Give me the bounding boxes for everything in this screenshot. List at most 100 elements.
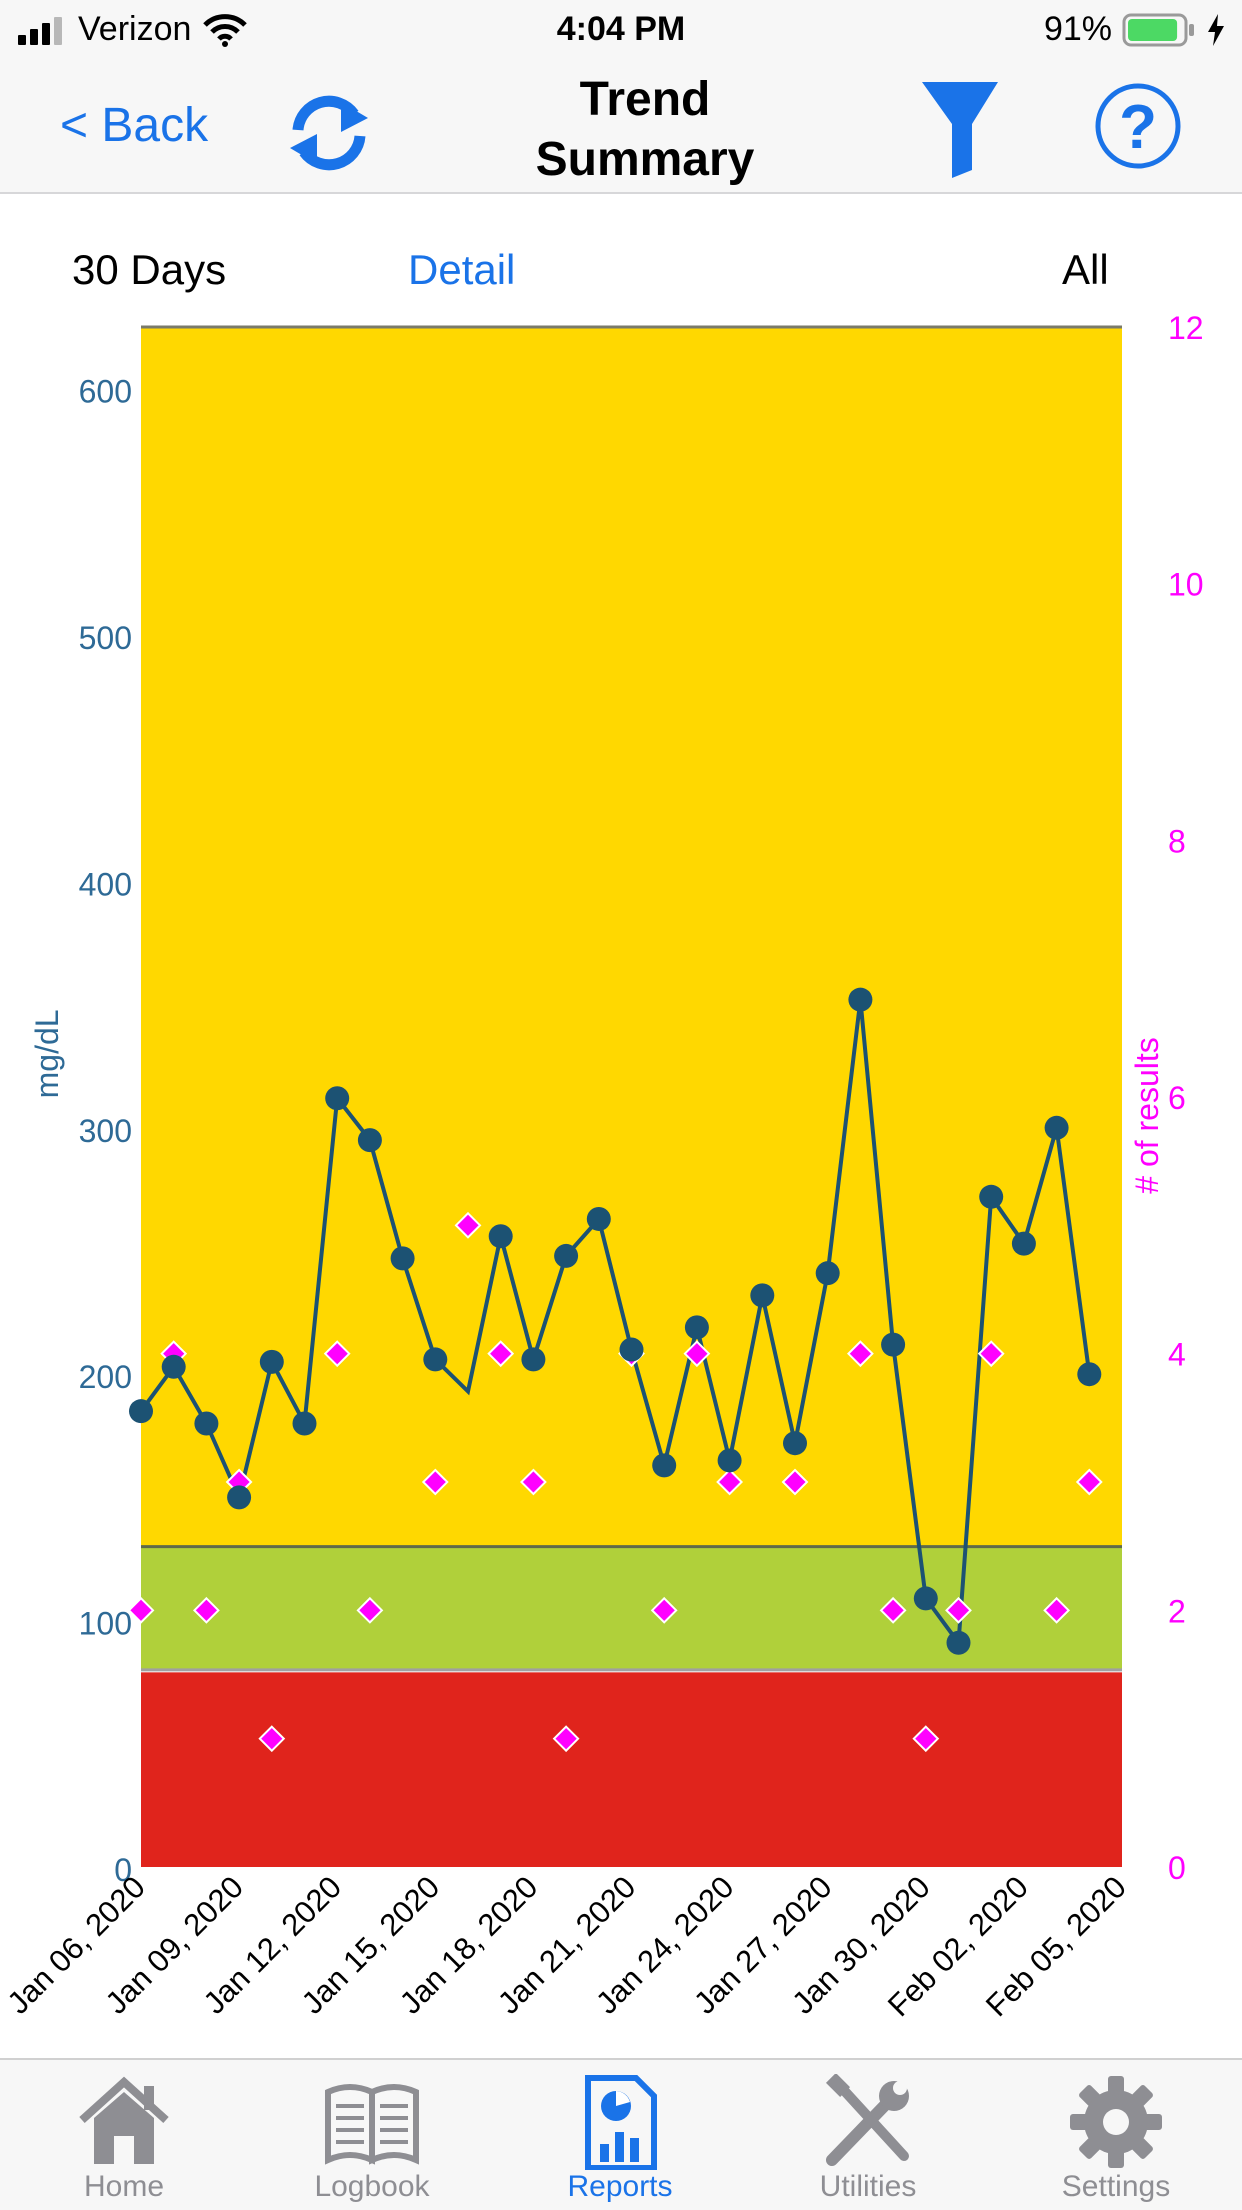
- right-tick-label: 0: [1168, 1850, 1186, 1886]
- tab-utilities-label: Utilities: [819, 2170, 917, 2203]
- glucose-point: [783, 1431, 807, 1456]
- glucose-point: [357, 1128, 382, 1153]
- count-point: [945, 1596, 972, 1624]
- glucose-point: [619, 1337, 644, 1362]
- glucose-point: [1077, 1362, 1102, 1387]
- glucose-point: [684, 1315, 709, 1340]
- settings-icon: [1070, 2076, 1162, 2168]
- count-point: [519, 1468, 547, 1496]
- tab-settings[interactable]: Settings: [1016, 2060, 1216, 2210]
- page-title-line2: Summary: [535, 133, 755, 186]
- home-icon: [79, 2076, 169, 2164]
- carrier-name: Verizon: [78, 10, 192, 48]
- status-left: Verizon: [18, 10, 248, 49]
- glucose-point: [913, 1586, 938, 1611]
- signal-icon: [18, 16, 62, 45]
- glucose-point: [227, 1485, 252, 1510]
- count-point: [683, 1340, 711, 1368]
- logbook-icon: [325, 2084, 419, 2165]
- glucose-point: [717, 1448, 742, 1473]
- glucose-point: [554, 1243, 579, 1268]
- detail-link[interactable]: Detail: [408, 246, 516, 293]
- count-point: [552, 1725, 580, 1753]
- tab-bar: Home Logbook Reports Utilities: [0, 2058, 1242, 2210]
- glucose-point: [652, 1453, 677, 1478]
- utilities-icon: [825, 2074, 909, 2166]
- glucose-point: [129, 1399, 153, 1424]
- tab-home-label: Home: [83, 2170, 165, 2203]
- glucose-point: [259, 1349, 284, 1374]
- filter-icon[interactable]: [920, 80, 1000, 180]
- right-axis-title: # of results: [1129, 1037, 1165, 1194]
- back-button[interactable]: < Back: [60, 99, 209, 152]
- period-selector[interactable]: 30 Days: [72, 246, 227, 293]
- glucose-point: [488, 1224, 513, 1249]
- count-point: [1043, 1596, 1071, 1624]
- navigation-bar: < Back Trend Summary ?: [0, 64, 1242, 194]
- tab-utilities[interactable]: Utilities: [768, 2060, 968, 2210]
- tab-reports-label: Reports: [567, 2170, 673, 2203]
- count-point: [650, 1596, 678, 1624]
- glucose-point: [946, 1630, 971, 1655]
- count-point: [192, 1596, 220, 1624]
- tab-home[interactable]: Home: [24, 2060, 224, 2210]
- glucose-point: [390, 1246, 415, 1271]
- trend-chart: 0 100 200 300 400 500 600 0 2 4 6 8 10 12 mg/dL # of re…: [0, 310, 1204, 2023]
- count-point: [912, 1725, 940, 1753]
- glucose-point: [161, 1354, 186, 1379]
- left-axis-title: mg/dL: [29, 1009, 65, 1098]
- left-tick-label: 400: [79, 866, 132, 902]
- wifi-icon: [203, 13, 248, 47]
- tab-reports[interactable]: Reports: [520, 2060, 720, 2210]
- count-point: [846, 1340, 874, 1368]
- glucose-point: [815, 1261, 840, 1286]
- right-tick-label: 8: [1168, 823, 1186, 859]
- count-point: [781, 1468, 809, 1496]
- left-tick-label: 500: [79, 620, 132, 656]
- count-point: [323, 1340, 351, 1368]
- glucose-point: [292, 1411, 317, 1436]
- left-tick-label: 600: [79, 374, 132, 410]
- page-title: Trend Summary: [430, 70, 860, 190]
- band-low: [141, 1672, 1122, 1867]
- glucose-point: [1011, 1231, 1036, 1256]
- right-tick-label: 10: [1168, 567, 1204, 603]
- count-point: [977, 1340, 1005, 1368]
- glucose-point: [423, 1347, 448, 1372]
- tab-settings-label: Settings: [1061, 2170, 1171, 2203]
- right-tick-label: 2: [1168, 1593, 1186, 1629]
- charging-icon: [1208, 13, 1224, 46]
- tab-logbook-label: Logbook: [314, 2170, 430, 2203]
- left-tick-label: 0: [114, 1852, 132, 1888]
- left-tick-label: 100: [79, 1606, 132, 1642]
- reports-icon: [585, 2075, 657, 2170]
- glucose-point: [750, 1283, 775, 1308]
- glucose-point: [586, 1206, 611, 1231]
- refresh-icon[interactable]: [284, 88, 374, 178]
- glucose-point: [325, 1086, 350, 1111]
- status-bar: Verizon 4:04 PM 91%: [0, 0, 1242, 64]
- help-icon[interactable]: ?: [1094, 82, 1182, 170]
- right-tick-label: 12: [1168, 310, 1204, 346]
- battery-icon: [1122, 13, 1194, 46]
- glucose-point: [848, 987, 873, 1012]
- glucose-point: [979, 1184, 1004, 1209]
- tab-logbook[interactable]: Logbook: [272, 2060, 472, 2210]
- count-point: [258, 1725, 286, 1753]
- scope-selector[interactable]: All: [1062, 246, 1109, 293]
- count-point: [356, 1596, 384, 1624]
- count-point: [716, 1468, 744, 1496]
- glucose-point: [1044, 1115, 1069, 1140]
- glucose-point: [194, 1411, 219, 1436]
- count-point: [454, 1211, 482, 1239]
- count-point: [879, 1596, 907, 1624]
- glucose-point: [521, 1347, 546, 1372]
- count-point: [487, 1340, 515, 1368]
- range-selector: 30 Days Detail All: [0, 240, 1242, 300]
- left-tick-label: 300: [79, 1113, 132, 1149]
- page-title-line1: Trend: [579, 73, 711, 126]
- right-tick-label: 4: [1168, 1337, 1186, 1373]
- right-tick-label: 6: [1168, 1080, 1186, 1116]
- count-point: [421, 1468, 449, 1496]
- count-point: [1075, 1468, 1103, 1496]
